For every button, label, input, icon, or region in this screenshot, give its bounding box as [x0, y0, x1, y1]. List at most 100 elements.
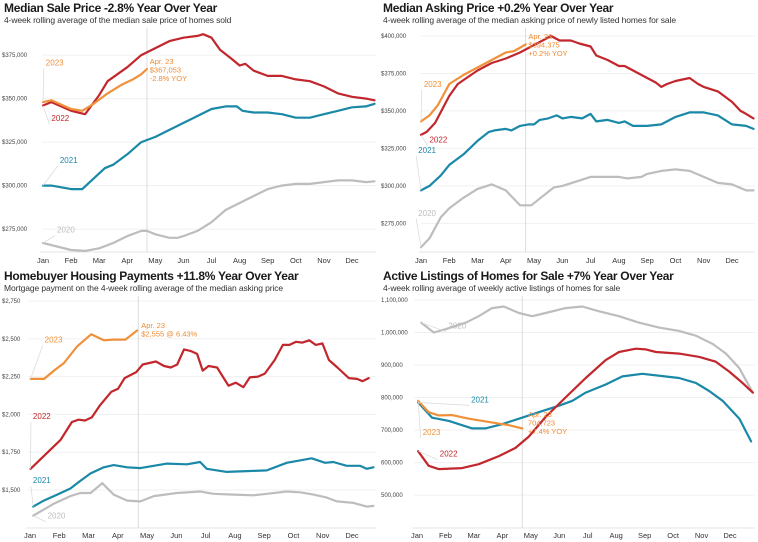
x-tick-label: Dec — [725, 256, 739, 265]
x-tick-label: Oct — [667, 531, 680, 540]
x-tick-label: Mar — [82, 531, 95, 540]
y-tick-label: 1,000,000 — [381, 330, 408, 336]
chart-housing-payments: Homebuyer Housing Payments +11.8% Year O… — [0, 268, 379, 540]
x-tick-label: Aug — [610, 531, 623, 540]
x-tick-label: Sep — [641, 256, 654, 265]
x-tick-label: Jan — [24, 531, 36, 540]
series-line-2021 — [32, 457, 375, 508]
series-line-2021 — [417, 372, 753, 443]
annotation-line: $394,375 — [528, 40, 559, 49]
x-tick-label: Apr — [121, 256, 133, 265]
series-line-2022 — [419, 34, 755, 136]
x-tick-label: Nov — [316, 531, 330, 540]
y-tick-label: $2,750 — [2, 299, 21, 305]
x-tick-label: Jun — [170, 531, 182, 540]
x-tick-label: May — [140, 531, 154, 540]
y-tick-label: 500,000 — [381, 493, 403, 499]
y-tick-label: 700,000 — [381, 428, 403, 434]
series-line-2020 — [32, 482, 375, 517]
y-tick-label: $325,000 — [381, 146, 407, 152]
series-line-2022 — [41, 33, 376, 116]
x-tick-label: Nov — [697, 256, 711, 265]
x-tick-label: May — [148, 256, 162, 265]
x-tick-label: Jul — [207, 256, 217, 265]
line-chart: $275,000 $300,000 $325,000 $350,000 $375,000… — [381, 28, 755, 265]
annotation-line: Apr. 23 — [150, 57, 174, 66]
x-tick-label: Jun — [553, 531, 565, 540]
series-label-2021: 2021 — [471, 395, 489, 404]
x-tick-label: Jun — [556, 256, 568, 265]
y-tick-label: $325,000 — [2, 140, 28, 146]
series-label-leader — [420, 134, 428, 146]
y-tick-label: 800,000 — [381, 396, 403, 402]
series-line-2021 — [41, 102, 376, 191]
series-label-2020: 2020 — [48, 512, 66, 521]
series-label-2021: 2021 — [418, 146, 436, 155]
chart-active-listings: Active Listings of Homes for Sale +7% Ye… — [379, 268, 758, 540]
y-tick-label: $275,000 — [381, 221, 407, 227]
x-tick-label: Feb — [443, 256, 456, 265]
line-chart: $1,500 $1,750 $2,000 $2,250 $2,500 $2,750 Jan F… — [2, 296, 376, 540]
y-tick-label: $350,000 — [381, 109, 407, 115]
series-label-2023: 2023 — [423, 428, 441, 437]
chart-subtitle: 4-week rolling average of weekly active … — [383, 283, 621, 293]
x-tick-label: Dec — [723, 531, 737, 540]
series-label-leader — [418, 402, 470, 406]
x-tick-label: Nov — [695, 531, 709, 540]
series-label-leader — [421, 322, 447, 332]
series-label-2022: 2022 — [429, 135, 447, 144]
series-label-2020: 2020 — [418, 209, 436, 218]
series-label-leader — [42, 105, 50, 125]
x-tick-label: Jul — [201, 531, 211, 540]
y-tick-label: $2,250 — [2, 375, 21, 381]
x-tick-label: Dec — [345, 256, 359, 265]
x-tick-label: Feb — [53, 531, 66, 540]
x-tick-label: Apr — [497, 531, 509, 540]
x-tick-label: Oct — [290, 256, 303, 265]
y-tick-label: $2,500 — [2, 337, 21, 343]
y-tick-label: $1,750 — [2, 450, 21, 456]
y-tick-label: $300,000 — [2, 184, 28, 190]
series-line-2023 — [29, 329, 139, 380]
series-line-2023 — [419, 43, 527, 123]
y-tick-label: $300,000 — [381, 184, 407, 190]
annotation-line: +0.2% YOY — [528, 49, 567, 58]
series-label-leader — [415, 155, 422, 191]
annotation-line: -2.8% YOY — [150, 74, 187, 83]
x-tick-label: Jan — [415, 256, 427, 265]
annotation-line: $367,053 — [150, 65, 181, 74]
series-label-2022: 2022 — [51, 114, 69, 123]
x-tick-label: May — [524, 531, 538, 540]
series-label-leader — [417, 450, 438, 461]
x-tick-label: Apr — [112, 531, 124, 540]
x-tick-label: Aug — [233, 256, 246, 265]
chart-subtitle: 4-week rolling average of the median ask… — [383, 15, 676, 25]
chart-subtitle: 4-week rolling average of the median sal… — [4, 15, 232, 25]
y-tick-label: 900,000 — [381, 363, 403, 369]
x-tick-label: Aug — [228, 531, 241, 540]
y-tick-label: 1,100,000 — [381, 298, 408, 304]
series-label-2023: 2023 — [46, 59, 64, 68]
x-tick-label: Aug — [612, 256, 625, 265]
annotation-line: Apr. 23 — [528, 32, 552, 41]
chart-median-asking-price: Median Asking Price +0.2% Year Over Year… — [379, 0, 758, 271]
chart-median-sale-price: Median Sale Price -2.8% Year Over Year 4… — [0, 0, 379, 271]
series-label-leader — [42, 235, 56, 244]
x-tick-label: May — [527, 256, 541, 265]
x-tick-label: Dec — [345, 531, 359, 540]
annotation-line: $2,555 @ 6.43% — [141, 330, 197, 339]
x-tick-label: Jul — [583, 531, 593, 540]
y-tick-label: $1,500 — [2, 488, 21, 494]
annotation-line: +7.4% YOY — [528, 427, 567, 436]
series-label-2020: 2020 — [57, 226, 75, 235]
series-label-leader — [42, 165, 59, 186]
y-tick-label: $375,000 — [381, 71, 407, 77]
chart-title: Median Sale Price -2.8% Year Over Year — [4, 1, 217, 15]
series-line-2023 — [41, 67, 148, 112]
series-line-2023 — [417, 399, 524, 430]
series-label-2022: 2022 — [33, 412, 51, 421]
series-line-2022 — [29, 339, 370, 470]
y-tick-label: $375,000 — [2, 53, 28, 59]
chart-title: Active Listings of Homes for Sale +7% Ye… — [383, 269, 674, 283]
series-line-2020 — [419, 168, 755, 249]
